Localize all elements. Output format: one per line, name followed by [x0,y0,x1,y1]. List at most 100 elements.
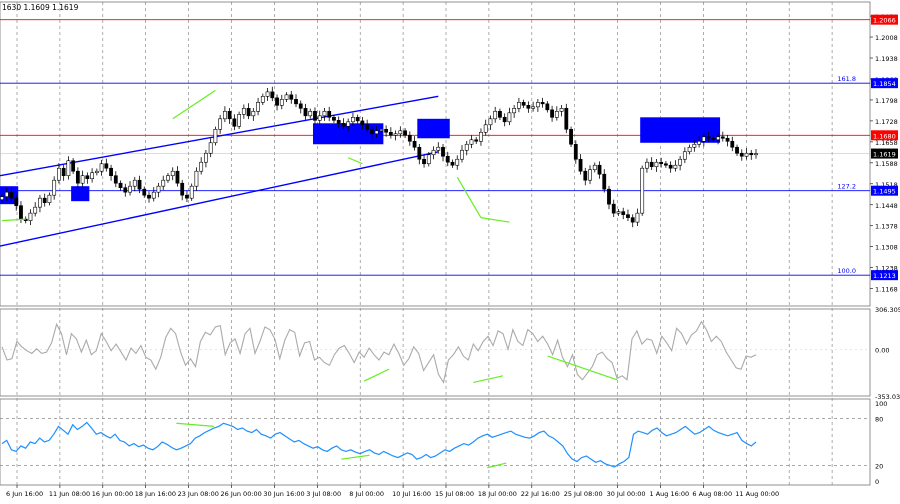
candle-body [393,133,398,136]
stochastic-panel[interactable] [0,398,871,486]
price-axis-label: 1.2008 [875,34,898,42]
candle-body [265,91,270,97]
candle-body [426,154,431,165]
candle-body [445,155,450,163]
candle-body [607,188,611,205]
candle-body [507,112,512,123]
stochastic-axis-label: 100 [875,400,887,408]
candle-body [71,160,76,172]
candle-body [175,170,180,184]
candle-body [602,173,607,190]
candle-body [166,175,170,181]
candle-body [502,117,507,123]
candle-body [156,185,161,193]
candle-body [42,197,47,203]
time-axis-label: 10 Jul 16:00 [392,490,431,498]
candle-body [137,179,142,190]
candle-body [170,170,175,177]
candle-body [592,164,597,171]
candle-body [270,91,275,99]
candle-body [28,212,33,221]
stochastic-axis-label: 0 [875,478,879,486]
candle-body [379,128,384,132]
candle-body [659,161,664,165]
candle-body [626,214,630,218]
candle-body [697,140,701,145]
stochastic-divergence-line [176,422,215,427]
candle-body [294,99,298,105]
price-zone-box[interactable] [417,118,450,139]
candle-body [611,203,616,214]
candle-body [559,108,564,112]
price-axis-label: 1.1378 [875,223,898,231]
price-axis-label: 1.1308 [875,244,898,252]
time-axis-label: 3 Jul 08:00 [306,490,341,498]
candle-body [365,124,370,130]
price-axis-label: 1.1728 [875,118,898,126]
candle-body [227,111,232,120]
stochastic-axis-label: 80 [875,416,883,424]
time-axis-label: 8 Jul 00:00 [349,490,384,498]
candle-body [355,117,360,122]
candle-body [407,134,412,142]
candle-body [341,123,346,127]
candle-body [327,111,332,118]
candle-body [142,188,147,196]
level-tag-text: 1.1854 [873,80,896,88]
candle-body [9,191,14,199]
candle-body [38,197,42,208]
candle-body [360,120,365,126]
cci-panel[interactable] [0,308,871,397]
candle-body [313,111,317,121]
candle-body [332,117,336,121]
fib-level-label: 161.8 [837,75,856,83]
candle-body [398,130,403,135]
time-axis-label: 11 Aug 00:00 [735,490,779,498]
candle-body [422,158,426,165]
price-axis-label: 1.1448 [875,202,898,210]
candle-body [241,108,246,115]
price-zone-box[interactable] [0,186,19,205]
candle-body [94,170,99,174]
candle-body [208,142,213,154]
candle-body [716,136,720,141]
candle-body [251,111,256,117]
level-tag-1.1680 [871,130,898,141]
price-divergence-line [456,176,482,218]
candle-body [455,158,460,166]
candle-body [57,167,61,181]
candle-body [19,205,23,220]
time-axis-label: 1 Aug 16:00 [650,490,690,498]
level-tag-1.1854 [871,78,898,89]
candle-body [237,114,242,127]
candle-body [66,160,71,177]
level-tag-1.2066 [871,14,898,25]
candle-body [588,169,592,181]
candle-body [194,170,199,187]
price-zone-box[interactable] [640,117,721,143]
candle-body [554,111,559,118]
candle-body [147,194,151,199]
candle-body [673,164,678,169]
price-axis-label: 1.1238 [875,265,898,273]
candle-body [289,94,294,100]
stochastic-divergence-line [487,462,507,469]
candle-body [692,143,697,148]
candle-body [161,179,166,187]
time-axis-label: 22 Jul 16:00 [521,490,560,498]
candle-body [578,158,583,172]
candle-body [493,111,498,120]
time-axis-label: 30 Jul 00:00 [607,490,646,498]
price-zone-box[interactable] [71,186,90,202]
candle-body [317,115,322,121]
time-axis-label: 16 Jun 00:00 [92,490,133,498]
cci-axis-label: -353.035 [875,393,900,401]
time-axis-label: 26 Jun 00:00 [221,490,262,498]
stochastic-axis-label: 20 [875,462,883,470]
candle-body [298,103,303,109]
channel-lower-line[interactable] [0,151,439,247]
fib-level-label: 100.0 [837,267,856,275]
candle-body [222,111,227,120]
